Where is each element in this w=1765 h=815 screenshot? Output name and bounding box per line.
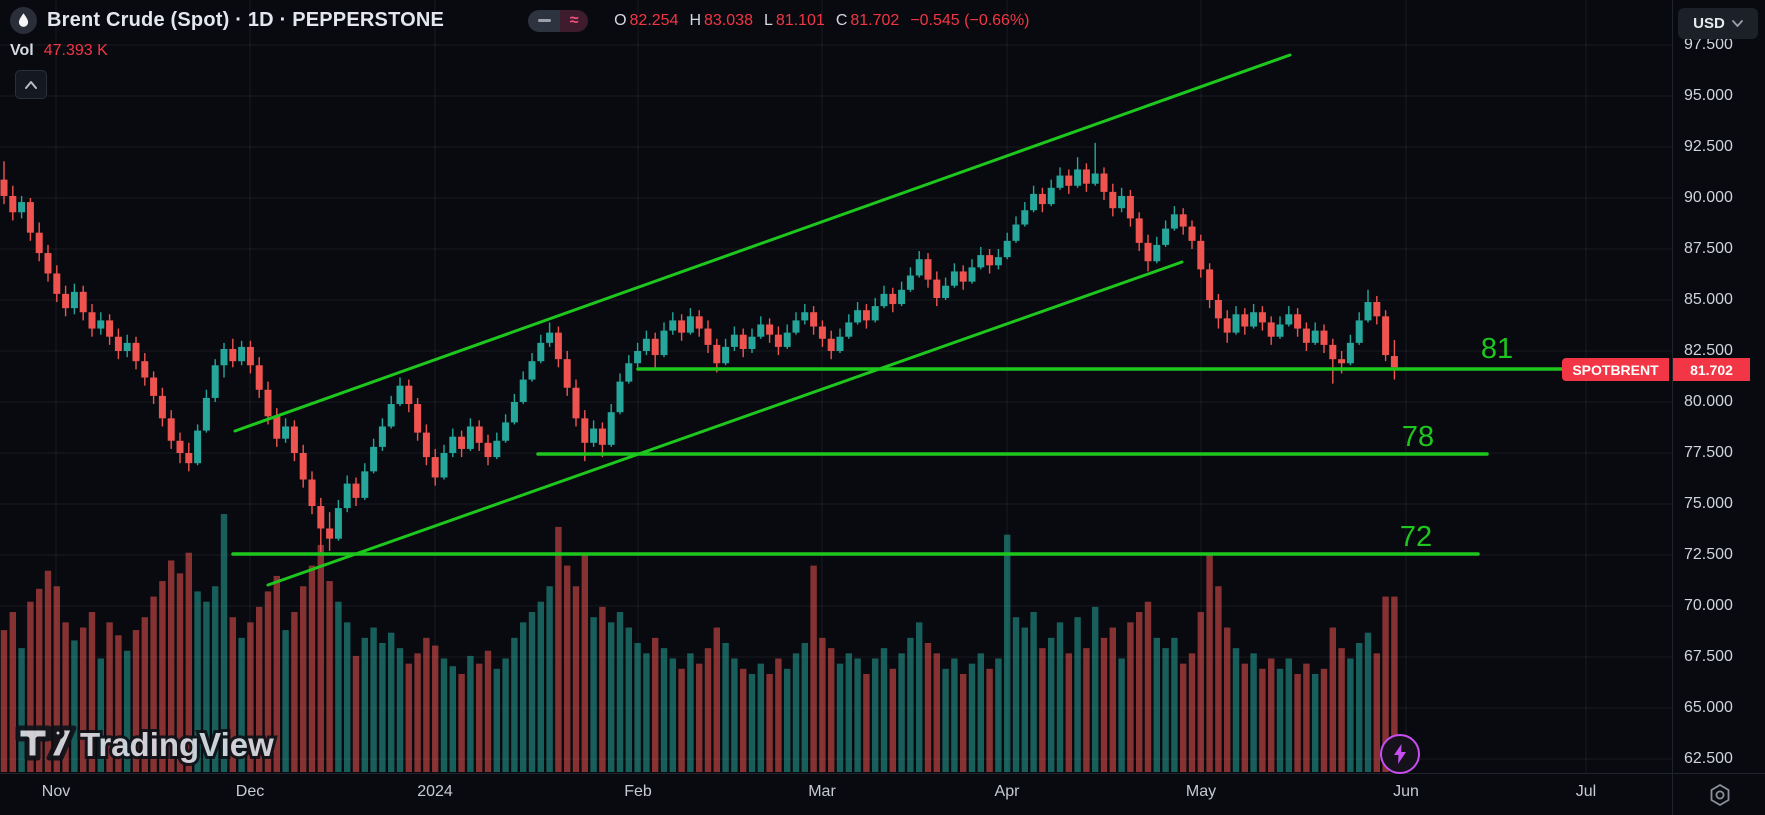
support-level-label: 81 bbox=[1481, 333, 1513, 365]
time-tick-label: Apr bbox=[994, 783, 1020, 800]
low-label: L bbox=[763, 11, 773, 29]
dash-icon bbox=[537, 19, 551, 22]
price-tick-label: 82.500 bbox=[1684, 342, 1733, 359]
volume-readout: Vol 47.393 K bbox=[10, 42, 108, 60]
time-tick-label: Jun bbox=[1393, 783, 1419, 800]
price-axis[interactable]: 97.500 95.000 92.500 90.000 87.500 85.000 82.5… bbox=[1672, 0, 1765, 773]
chart-legend: Brent Crude (Spot) · 1D · PEPPERSTONE ≈ … bbox=[10, 7, 1030, 34]
volume-label: Vol bbox=[10, 42, 34, 59]
price-tick-label: 95.000 bbox=[1684, 87, 1733, 104]
trend-drawings: 81 78 72 bbox=[231, 53, 1564, 587]
ohlc-readout: O 82.254 H 83.038 L 81.101 C 81.702 −0.545 (… bbox=[614, 12, 1029, 30]
time-tick-label: May bbox=[1185, 783, 1217, 800]
axis-settings-corner[interactable] bbox=[1672, 774, 1765, 815]
candlesticks bbox=[0, 142, 1398, 552]
axis-settings-icon bbox=[1710, 784, 1729, 806]
marker-price-label: 81.702 bbox=[1673, 358, 1750, 381]
price-tick-label: 80.000 bbox=[1684, 393, 1733, 410]
time-tick-label: Jul bbox=[1575, 783, 1597, 800]
close-label: C bbox=[835, 11, 848, 29]
low-value: 81.101 bbox=[775, 11, 825, 29]
collapse-legend-button[interactable] bbox=[15, 70, 47, 99]
price-tick-label: 75.000 bbox=[1684, 495, 1733, 512]
price-tick-label: 77.500 bbox=[1684, 444, 1733, 461]
currency-dropdown[interactable]: USD bbox=[1678, 8, 1758, 39]
high-value: 83.038 bbox=[704, 11, 753, 29]
price-tick-label: 70.000 bbox=[1684, 597, 1733, 614]
time-axis[interactable]: Nov Dec 2024 Feb Mar Apr May Jun Jul bbox=[0, 773, 1765, 815]
price-tick-label: 62.500 bbox=[1684, 750, 1733, 767]
price-tick-label: 97.500 bbox=[1684, 36, 1733, 53]
marker-symbol-label: SPOTBRENT bbox=[1562, 358, 1669, 381]
change-value: −0.545 (−0.66%) bbox=[910, 11, 1030, 29]
time-tick-label: 2024 bbox=[417, 783, 453, 800]
time-tick-label: Nov bbox=[41, 783, 71, 800]
price-tick-label: 65.000 bbox=[1684, 699, 1733, 716]
time-tick-label: Mar bbox=[808, 783, 836, 800]
price-tick-label: 87.500 bbox=[1684, 240, 1733, 257]
price-tick-label: 92.500 bbox=[1684, 138, 1733, 155]
volume-bars bbox=[0, 514, 1398, 772]
trend-line bbox=[233, 53, 1292, 433]
chevron-up-icon bbox=[25, 80, 37, 89]
time-tick-label: Feb bbox=[624, 783, 652, 800]
close-value: 81.702 bbox=[850, 11, 900, 29]
symbol-title[interactable]: Brent Crude (Spot) · 1D · PEPPERSTONE bbox=[47, 9, 445, 31]
high-label: H bbox=[689, 11, 702, 29]
volume-value: 47.393 K bbox=[43, 42, 108, 59]
chevron-down-icon bbox=[1731, 20, 1743, 27]
support-level-label: 72 bbox=[1400, 521, 1432, 553]
trend-line bbox=[266, 260, 1184, 587]
price-tick-label: 67.500 bbox=[1684, 648, 1733, 665]
brent-oil-icon bbox=[10, 7, 37, 34]
price-tick-label: 90.000 bbox=[1684, 189, 1733, 206]
instant-order-lightning-button[interactable] bbox=[1380, 734, 1420, 774]
series-minimized-pill[interactable] bbox=[528, 9, 561, 32]
time-tick-label: Dec bbox=[235, 783, 265, 800]
series-pills: ≈ bbox=[528, 9, 589, 32]
open-value: 82.254 bbox=[629, 11, 679, 29]
lightning-bolt-icon bbox=[1394, 744, 1406, 764]
open-label: O bbox=[614, 11, 627, 29]
price-tick-label: 85.000 bbox=[1684, 291, 1733, 308]
currency-value: USD bbox=[1693, 15, 1725, 32]
price-tick-label: 72.500 bbox=[1684, 546, 1733, 563]
support-level-label: 78 bbox=[1402, 421, 1434, 453]
approx-icon: ≈ bbox=[569, 11, 579, 29]
compare-pill[interactable]: ≈ bbox=[560, 9, 589, 32]
